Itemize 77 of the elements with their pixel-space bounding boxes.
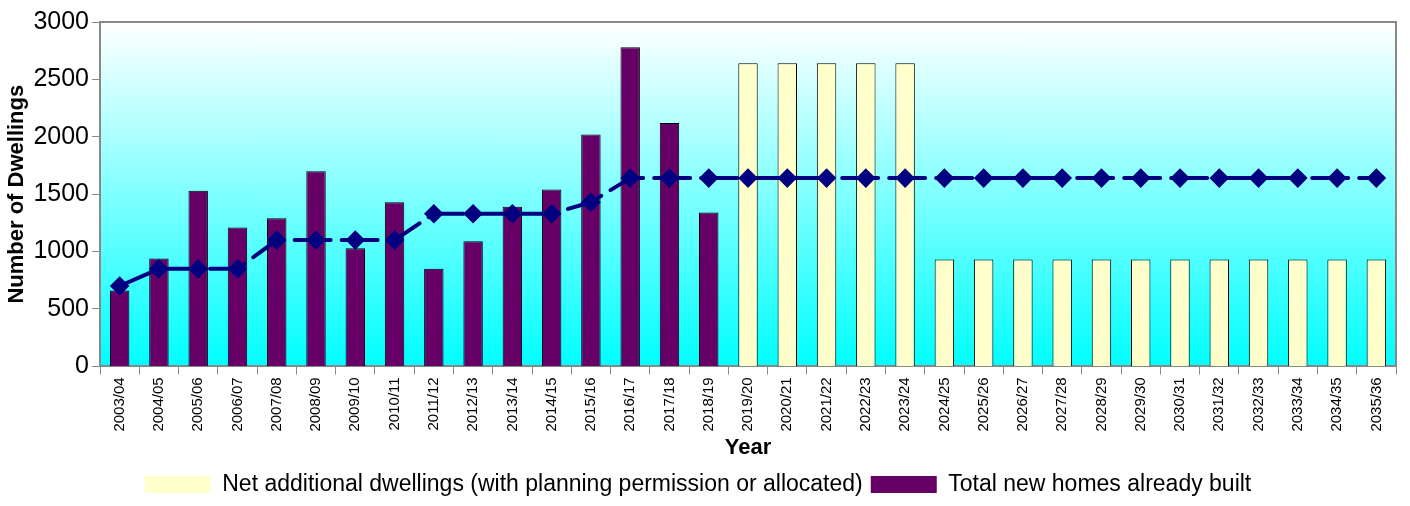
x-tick-label: 2008/09 xyxy=(306,377,324,432)
x-tick-label: 2013/14 xyxy=(502,377,520,432)
x-tick-label: 2009/10 xyxy=(345,377,363,432)
x-tick-label: 2021/22 xyxy=(816,377,834,432)
legend-label: Net additional dwellings (with planning permission or allocated) xyxy=(222,469,863,496)
y-axis-title: Number of Dwellings xyxy=(3,84,29,304)
point xyxy=(1288,169,1307,188)
point xyxy=(1249,169,1268,188)
point xyxy=(1092,169,1111,188)
point xyxy=(856,169,875,188)
point xyxy=(896,169,915,188)
point xyxy=(817,169,836,188)
x-axis-title: Year xyxy=(724,433,772,459)
x-tick-label: 2027/28 xyxy=(1052,377,1070,432)
point xyxy=(1131,169,1150,188)
x-tick-label: 2029/30 xyxy=(1130,377,1148,432)
point xyxy=(542,204,561,223)
point xyxy=(149,259,168,278)
point xyxy=(503,204,522,223)
y-tick-label: 1000 xyxy=(33,235,90,264)
x-tick-label: 2020/21 xyxy=(777,377,795,432)
point xyxy=(464,204,483,223)
point xyxy=(935,169,954,188)
x-tick-label: 2016/17 xyxy=(620,377,638,432)
x-tick-label: 2005/06 xyxy=(188,377,206,432)
point xyxy=(778,169,797,188)
point xyxy=(307,231,326,250)
point xyxy=(1171,169,1189,188)
x-tick-label: 2032/33 xyxy=(1248,377,1266,432)
point xyxy=(1013,169,1032,188)
point xyxy=(974,169,993,188)
point xyxy=(228,259,247,278)
point xyxy=(267,231,286,250)
x-tick-label: 2034/35 xyxy=(1327,377,1345,432)
x-tick-label: 2015/16 xyxy=(581,377,599,432)
x-tick-label: 2030/31 xyxy=(1170,377,1188,432)
x-tick-label: 2035/36 xyxy=(1366,377,1384,432)
point xyxy=(424,204,443,223)
y-tick-label: 3000 xyxy=(33,5,90,34)
point xyxy=(1328,169,1347,188)
y-tick-label: 1500 xyxy=(33,178,90,207)
x-tick-label: 2019/20 xyxy=(738,377,756,432)
point xyxy=(739,169,758,188)
x-tick-label: 2031/32 xyxy=(1209,377,1227,432)
x-tick-label: 2028/29 xyxy=(1091,377,1109,432)
x-tick-label: 2022/23 xyxy=(855,377,873,432)
x-tick-label: 2007/08 xyxy=(266,377,284,432)
point xyxy=(110,277,129,296)
point xyxy=(385,231,404,250)
x-tick-label: 2025/26 xyxy=(973,377,991,432)
point xyxy=(1053,169,1072,188)
y-tick-label: 2500 xyxy=(33,63,90,92)
x-tick-label: 2003/04 xyxy=(109,377,127,432)
point xyxy=(1210,169,1229,188)
x-tick-label: 2018/19 xyxy=(698,377,716,432)
x-tick-label: 2006/07 xyxy=(227,377,245,432)
y-tick-label: 500 xyxy=(47,292,90,321)
x-tick-label: 2011/12 xyxy=(423,377,441,431)
point xyxy=(346,231,365,250)
x-tick-label: 2023/24 xyxy=(895,377,913,432)
point xyxy=(581,193,600,212)
x-tick-label: 2024/25 xyxy=(934,377,952,432)
point xyxy=(660,169,679,188)
y-tick-label: 2000 xyxy=(33,120,90,149)
x-tick-label: 2014/15 xyxy=(541,377,559,432)
x-tick-label: 2010/11 xyxy=(384,377,402,431)
legend-label: Total new homes already built xyxy=(948,469,1252,496)
x-tick-label: 2033/34 xyxy=(1287,377,1305,432)
x-tick-label: 2017/18 xyxy=(659,377,677,432)
x-tick-label: 2004/05 xyxy=(149,377,167,432)
x-tick-label: 2012/13 xyxy=(463,377,481,432)
point xyxy=(621,169,640,188)
x-tick-label: 2026/27 xyxy=(1013,377,1031,432)
point xyxy=(189,259,208,278)
y-tick-label: 0 xyxy=(75,350,90,379)
point xyxy=(699,169,718,188)
point xyxy=(1367,169,1386,188)
